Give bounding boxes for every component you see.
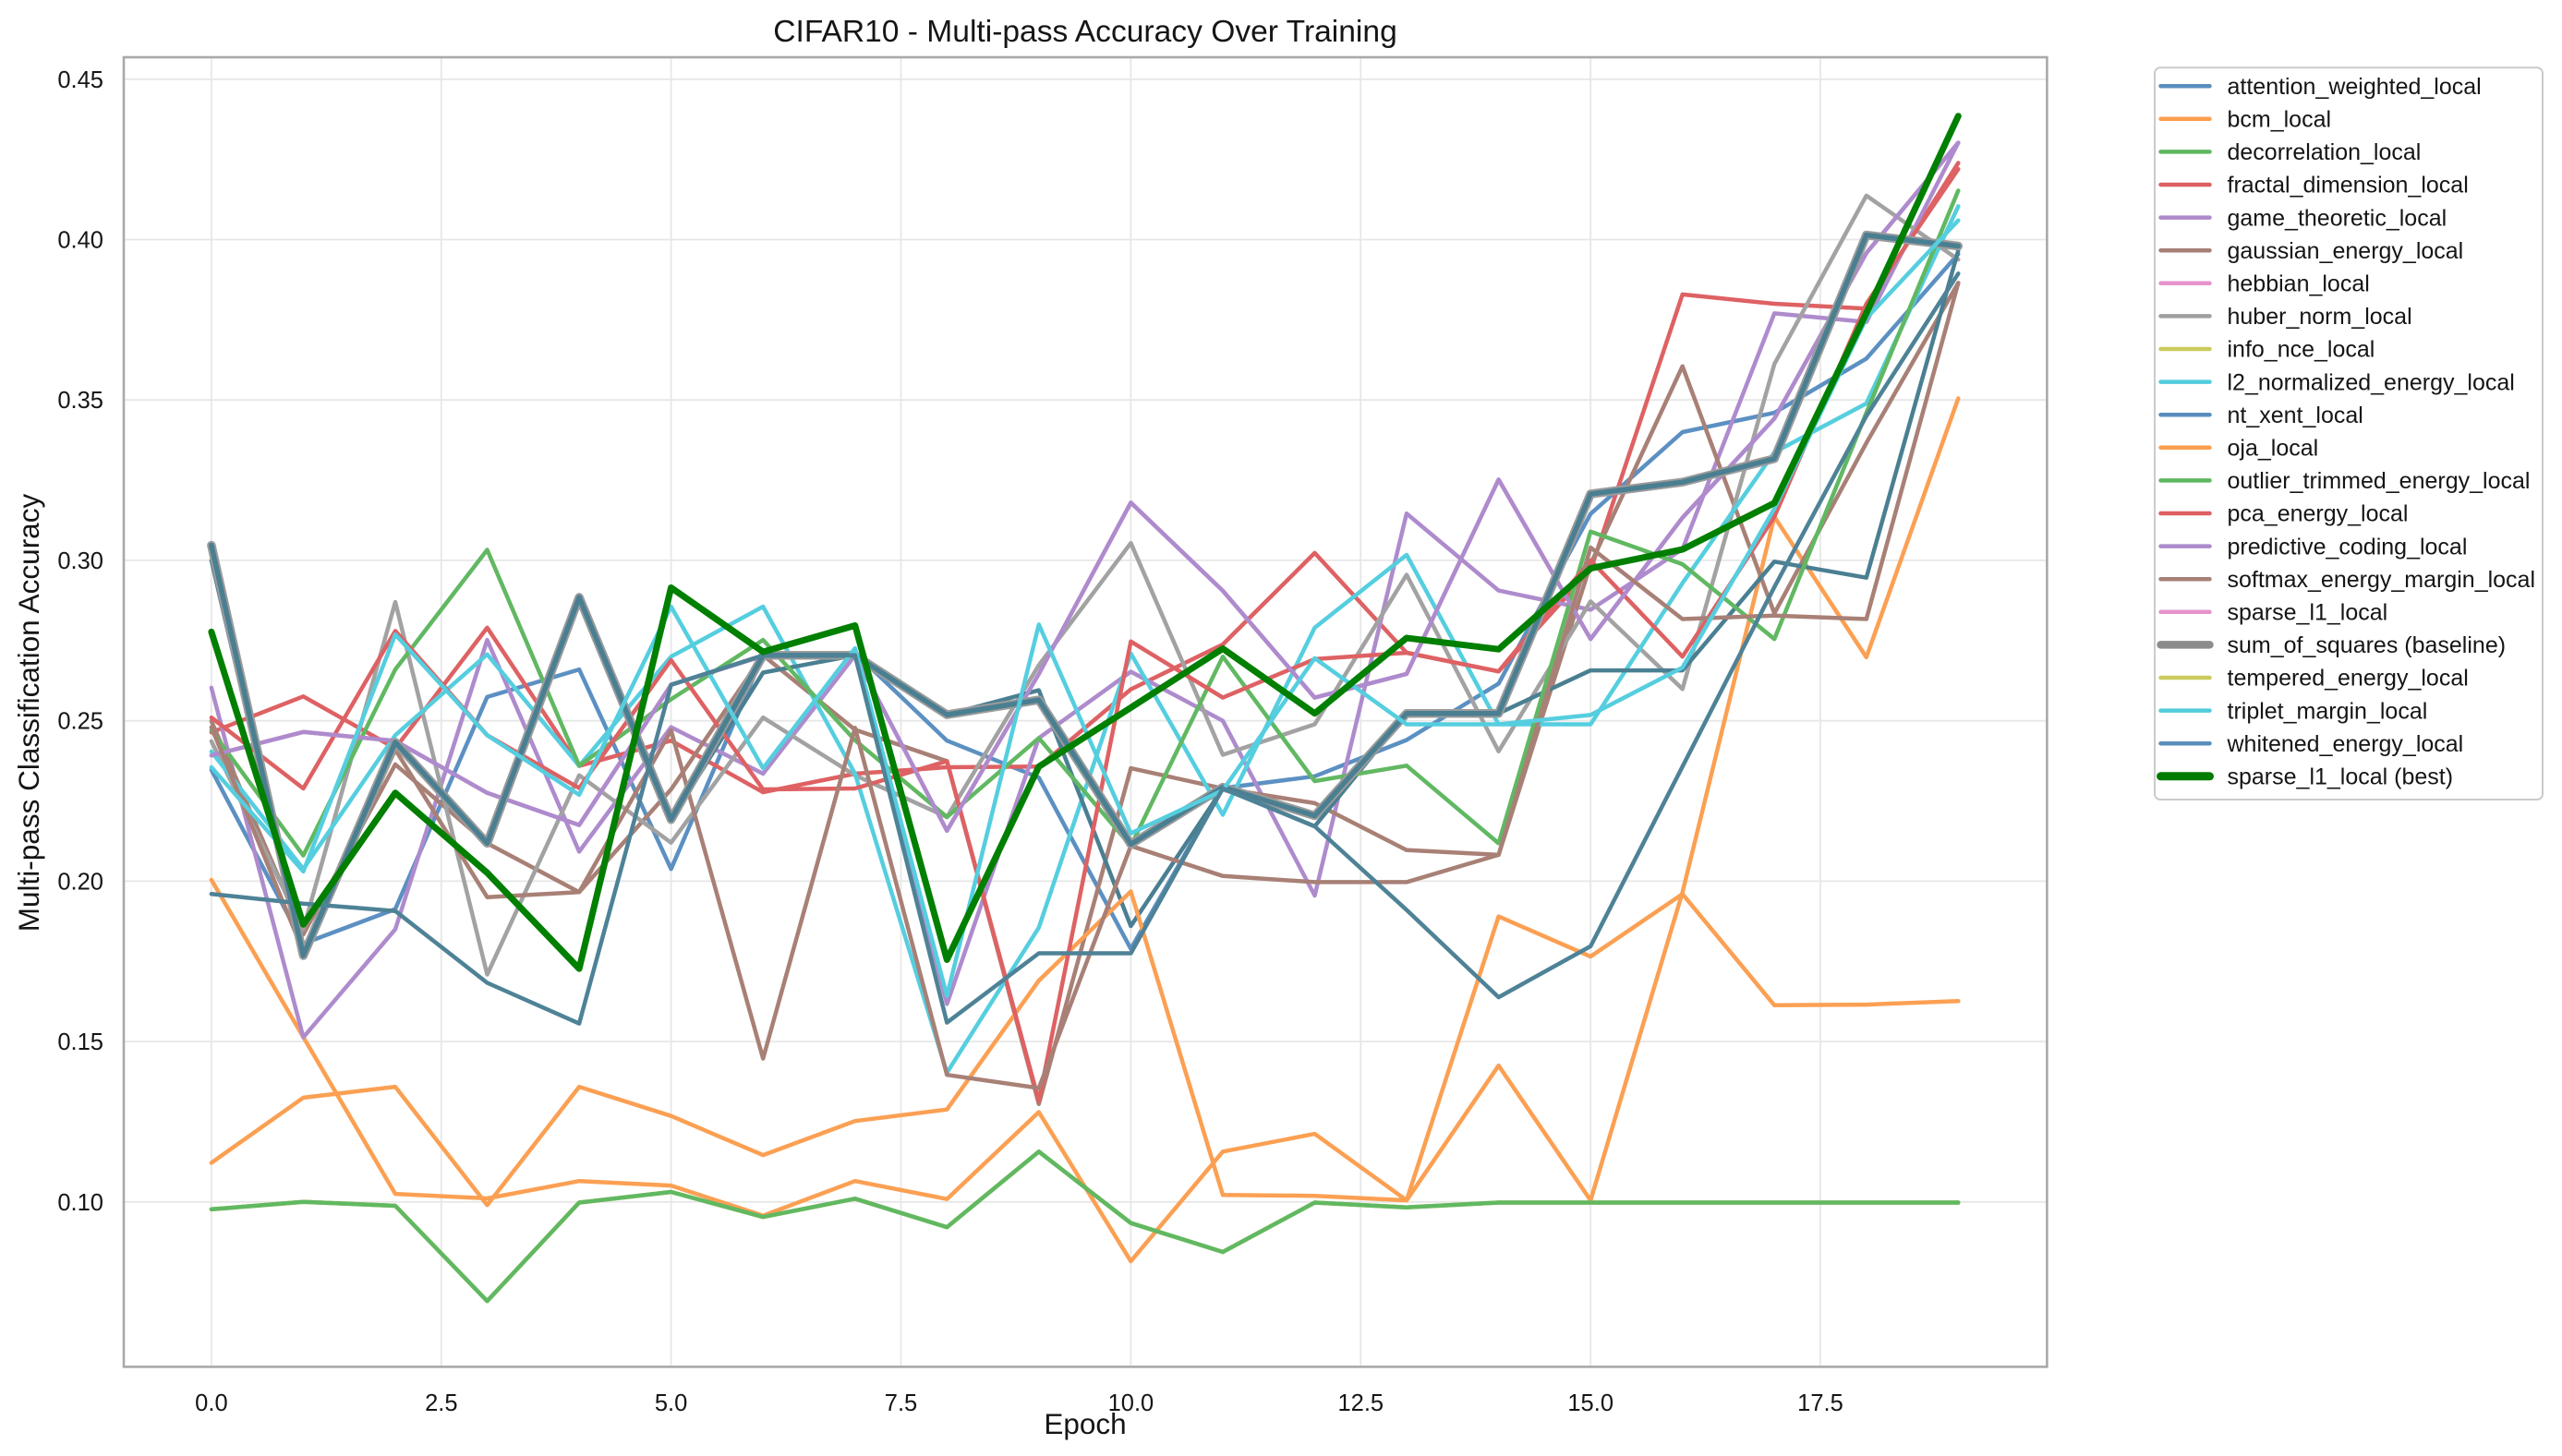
svg-text:hebbian_local: hebbian_local [2228, 271, 2370, 297]
svg-text:huber_norm_local: huber_norm_local [2228, 304, 2412, 330]
svg-text:softmax_energy_margin_local: softmax_energy_margin_local [2228, 567, 2536, 593]
svg-text:0.10: 0.10 [57, 1190, 103, 1216]
svg-text:tempered_energy_local: tempered_energy_local [2228, 666, 2469, 692]
svg-text:whitened_energy_local: whitened_energy_local [2227, 731, 2464, 757]
svg-text:game_theoretic_local: game_theoretic_local [2228, 205, 2447, 231]
svg-text:CIFAR10 - Multi-pass Accuracy: CIFAR10 - Multi-pass Accuracy Over Train… [773, 15, 1397, 49]
svg-text:Multi-pass Classification Accu: Multi-pass Classification Accuracy [12, 494, 45, 933]
svg-text:attention_weighted_local: attention_weighted_local [2228, 74, 2482, 100]
svg-text:7.5: 7.5 [885, 1390, 917, 1416]
svg-text:bcm_local: bcm_local [2228, 107, 2332, 133]
svg-text:decorrelation_local: decorrelation_local [2228, 139, 2422, 165]
svg-text:0.0: 0.0 [195, 1390, 227, 1416]
svg-text:nt_xent_local: nt_xent_local [2228, 403, 2363, 428]
svg-text:triplet_margin_local: triplet_margin_local [2228, 698, 2428, 724]
svg-text:predictive_coding_local: predictive_coding_local [2228, 534, 2468, 560]
svg-text:pca_energy_local: pca_energy_local [2228, 501, 2409, 527]
svg-text:0.15: 0.15 [57, 1029, 103, 1055]
svg-text:info_nce_local: info_nce_local [2228, 337, 2375, 363]
svg-text:15.0: 15.0 [1567, 1390, 1613, 1416]
svg-text:Epoch: Epoch [1044, 1407, 1126, 1440]
svg-text:gaussian_energy_local: gaussian_energy_local [2228, 238, 2464, 264]
svg-text:10.0: 10.0 [1108, 1390, 1154, 1416]
svg-text:sparse_l1_local (best): sparse_l1_local (best) [2228, 764, 2454, 790]
svg-text:17.5: 17.5 [1797, 1390, 1843, 1416]
svg-text:l2_normalized_energy_local: l2_normalized_energy_local [2228, 369, 2515, 395]
svg-text:2.5: 2.5 [425, 1390, 457, 1416]
svg-text:sparse_l1_local: sparse_l1_local [2228, 600, 2388, 626]
svg-text:5.0: 5.0 [655, 1390, 687, 1416]
svg-text:0.30: 0.30 [57, 548, 103, 574]
svg-text:sum_of_squares (baseline): sum_of_squares (baseline) [2228, 632, 2507, 658]
svg-text:0.35: 0.35 [57, 388, 103, 414]
svg-text:oja_local: oja_local [2228, 436, 2319, 462]
svg-text:12.5: 12.5 [1337, 1390, 1384, 1416]
svg-text:0.25: 0.25 [57, 709, 103, 735]
svg-text:0.20: 0.20 [57, 869, 103, 895]
svg-text:fractal_dimension_local: fractal_dimension_local [2228, 173, 2469, 199]
svg-text:outlier_trimmed_energy_local: outlier_trimmed_energy_local [2228, 468, 2531, 494]
svg-text:0.45: 0.45 [57, 67, 103, 93]
svg-text:0.40: 0.40 [57, 228, 103, 254]
